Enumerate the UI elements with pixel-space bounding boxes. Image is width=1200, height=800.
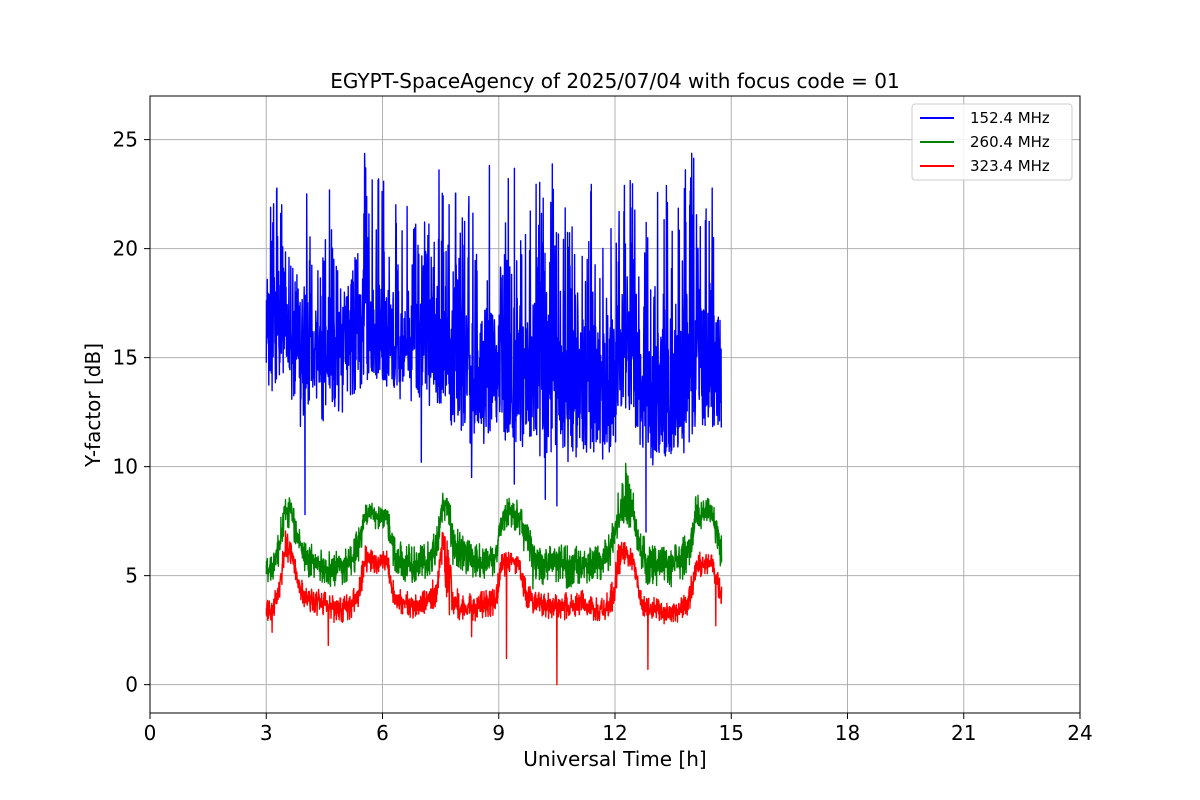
x-axis-label: Universal Time [h] bbox=[523, 747, 706, 771]
legend-label: 260.4 MHz bbox=[970, 133, 1050, 151]
legend-label: 152.4 MHz bbox=[970, 109, 1050, 127]
x-tick-label: 12 bbox=[602, 721, 627, 745]
y-tick-label: 5 bbox=[125, 564, 138, 588]
y-axis-label: Y-factor [dB] bbox=[81, 343, 105, 468]
series-line bbox=[265, 152, 722, 533]
y-tick-label: 10 bbox=[113, 455, 138, 479]
x-axis-ticks: 0 3 6 9 12 15 18 21 24 bbox=[144, 713, 1093, 745]
y-tick-label: 0 bbox=[125, 673, 138, 697]
series-group bbox=[265, 152, 723, 686]
legend-box bbox=[911, 103, 1073, 181]
x-tick-label: 3 bbox=[260, 721, 273, 745]
series-line bbox=[265, 530, 723, 686]
x-tick-label: 6 bbox=[376, 721, 389, 745]
x-tick-label: 24 bbox=[1067, 721, 1092, 745]
series-323-4-mhz bbox=[265, 530, 723, 686]
y-tick-label: 15 bbox=[113, 346, 138, 370]
legend: 152.4 MHz 260.4 MHz 323.4 MHz bbox=[911, 103, 1073, 181]
y-axis-ticks: 0 5 10 15 20 25 bbox=[113, 128, 150, 697]
x-tick-label: 0 bbox=[144, 721, 157, 745]
chart-title: EGYPT-SpaceAgency of 2025/07/04 with foc… bbox=[330, 69, 899, 93]
x-tick-label: 18 bbox=[835, 721, 860, 745]
x-tick-label: 15 bbox=[719, 721, 744, 745]
series-line bbox=[265, 462, 723, 590]
series-260-4-mhz bbox=[265, 462, 723, 590]
legend-label: 323.4 MHz bbox=[970, 157, 1050, 175]
y-tick-label: 25 bbox=[113, 128, 138, 152]
x-tick-label: 21 bbox=[951, 721, 976, 745]
y-tick-label: 20 bbox=[113, 237, 138, 261]
x-tick-label: 9 bbox=[492, 721, 505, 745]
series-152-4-mhz bbox=[265, 152, 722, 533]
